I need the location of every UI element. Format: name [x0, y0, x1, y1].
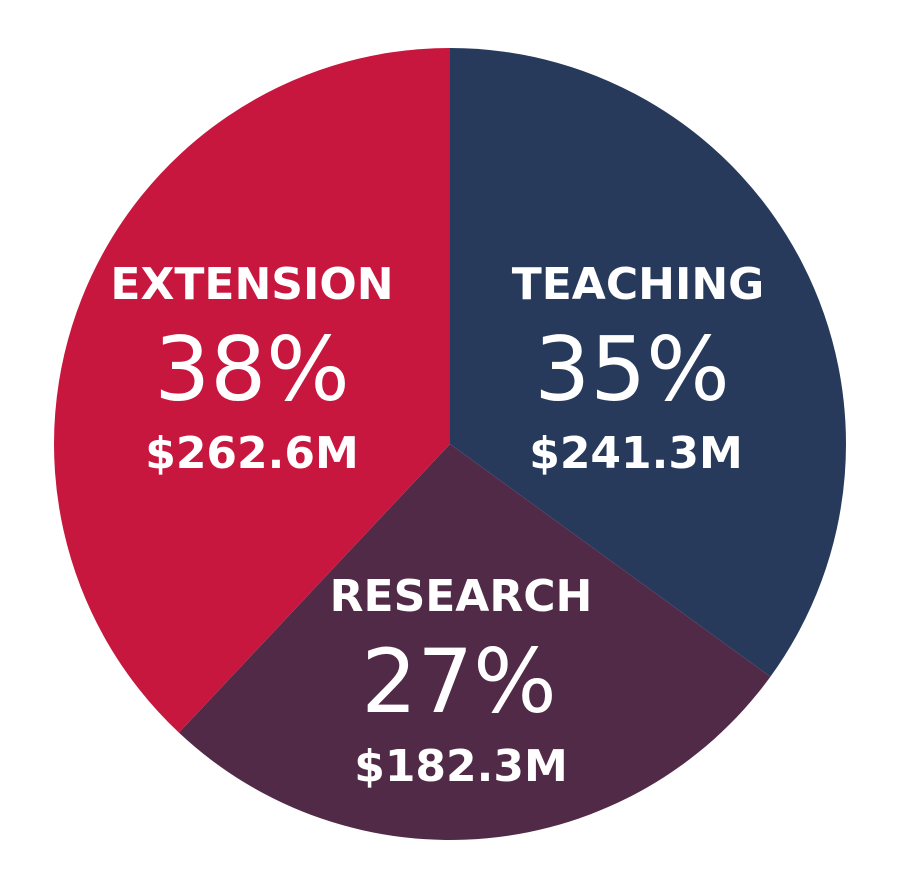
slice-label-research: RESEARCH [330, 571, 593, 622]
pie-slice-research [178, 444, 771, 840]
slice-label-teaching: TEACHING [512, 259, 765, 310]
label-group-extension: EXTENSION 38% $262.6M [110, 259, 393, 479]
label-group-teaching: TEACHING 35% $241.3M [512, 259, 765, 479]
slice-percent-teaching: 35% [534, 318, 730, 421]
pie-slices [54, 48, 846, 840]
slice-percent-research: 27% [361, 630, 557, 733]
pie-slice-teaching [450, 48, 846, 677]
slice-amount-extension: $262.6M [145, 428, 359, 479]
slice-percent-extension: 38% [154, 318, 350, 421]
slice-amount-research: $182.3M [354, 741, 568, 792]
slice-amount-teaching: $241.3M [529, 428, 743, 479]
label-group-research: RESEARCH 27% $182.3M [330, 571, 593, 792]
slice-label-extension: EXTENSION [110, 259, 393, 310]
pie-slice-extension [54, 48, 450, 733]
